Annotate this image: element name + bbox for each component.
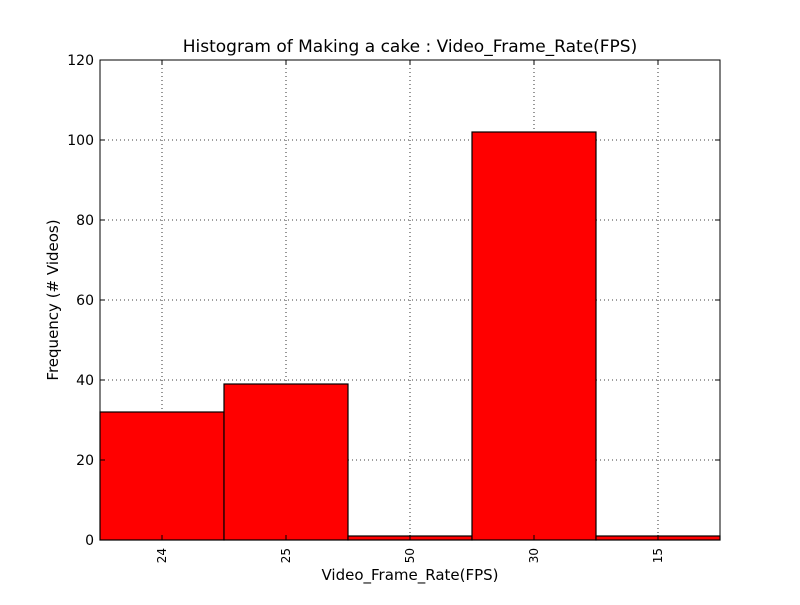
y-axis-label: Frequency (# Videos) [44, 219, 62, 380]
y-tick-label: 120 [67, 53, 94, 69]
x-axis-label: Video_Frame_Rate(FPS) [321, 566, 498, 585]
x-tick-label: 25 [279, 548, 293, 563]
y-axis-ticks: 0 20 40 60 80 100 120 [67, 53, 720, 549]
y-tick-label: 0 [85, 533, 94, 549]
histogram-bar [99, 411, 225, 541]
x-axis-ticks: 24 25 50 30 15 [155, 60, 665, 563]
histogram-bar [471, 131, 597, 541]
x-tick-label: 24 [155, 548, 169, 563]
chart-title: Histogram of Making a cake : Video_Frame… [183, 37, 637, 57]
y-tick-label: 20 [76, 453, 94, 469]
y-tick-label: 80 [76, 213, 94, 229]
y-tick-label: 60 [76, 293, 94, 309]
x-tick-label: 50 [403, 548, 417, 563]
y-tick-label: 100 [67, 133, 94, 149]
x-tick-label: 30 [527, 548, 541, 563]
histogram-bar [223, 383, 349, 541]
y-tick-label: 40 [76, 373, 94, 389]
x-tick-label: 15 [651, 548, 665, 563]
